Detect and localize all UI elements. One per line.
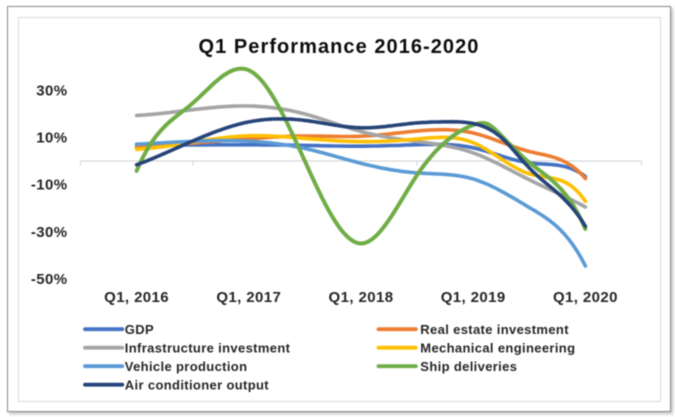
svg-text:10%: 10% xyxy=(36,130,67,147)
svg-text:Q1 Performance 2016-2020: Q1 Performance 2016-2020 xyxy=(199,36,480,58)
svg-text:Real estate investment: Real estate investment xyxy=(420,322,569,337)
svg-text:Q1, 2020: Q1, 2020 xyxy=(553,289,618,306)
svg-text:Q1, 2017: Q1, 2017 xyxy=(216,289,281,306)
svg-text:-50%: -50% xyxy=(31,271,68,288)
svg-text:Q1, 2018: Q1, 2018 xyxy=(329,289,394,306)
svg-text:Mechanical engineering: Mechanical engineering xyxy=(420,340,575,355)
svg-text:Vehicle production: Vehicle production xyxy=(125,359,248,374)
svg-text:Air conditioner output: Air conditioner output xyxy=(125,377,270,392)
svg-text:Ship deliveries: Ship deliveries xyxy=(420,359,517,374)
svg-text:Q1, 2016: Q1, 2016 xyxy=(104,289,169,306)
svg-text:GDP: GDP xyxy=(125,322,154,337)
svg-text:Q1, 2019: Q1, 2019 xyxy=(441,289,506,306)
svg-text:-30%: -30% xyxy=(31,224,68,241)
svg-text:Infrastructure investment: Infrastructure investment xyxy=(125,340,291,355)
svg-text:-10%: -10% xyxy=(31,177,68,194)
svg-text:30%: 30% xyxy=(36,83,67,100)
